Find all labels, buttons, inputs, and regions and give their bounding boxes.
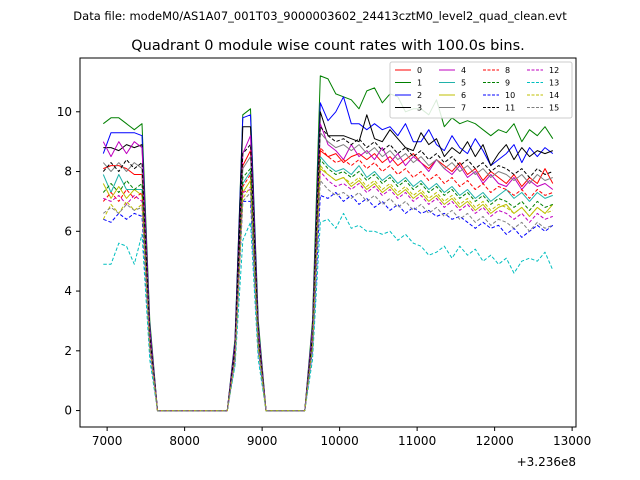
x-offset-label: +3.236e8 [517, 455, 576, 469]
plot-frame [79, 57, 577, 428]
series-line-1 [102, 75, 554, 412]
series-line-8 [102, 147, 553, 412]
y-tick-label: 4 [64, 284, 72, 298]
y-tick-label: 2 [64, 344, 72, 358]
y-tick-label: 10 [57, 105, 72, 119]
x-tick-label: 12000 [476, 434, 514, 448]
y-tick-label: 0 [64, 404, 72, 418]
legend-label-6: 6 [461, 91, 466, 100]
series-line-11 [102, 126, 553, 412]
legend-label-12: 12 [549, 66, 559, 75]
chart-title: Quadrant 0 module wise count rates with … [131, 38, 525, 54]
legend-label-5: 5 [461, 79, 466, 88]
axes-layer: 7000 8000 9000 10000 11000 12000 13000 0 2 4 6 8 10 [57, 105, 592, 448]
legend-label-15: 15 [549, 104, 559, 113]
series-line-13 [103, 212, 554, 412]
legend-label-10: 10 [505, 91, 515, 100]
legend-label-7: 7 [461, 104, 466, 113]
legend-label-4: 4 [461, 66, 466, 75]
legend-label-9: 9 [505, 79, 510, 88]
series-line-9 [102, 159, 553, 412]
suptitle: Data file: modeM0/AS1A07_001T03_90000036… [73, 9, 567, 23]
series-layer [102, 75, 554, 412]
legend-label-1: 1 [417, 79, 422, 88]
x-tick-label: 9000 [247, 434, 278, 448]
series-line-4 [102, 123, 554, 412]
legend-label-0: 0 [417, 66, 422, 75]
x-tick-label: 10000 [321, 434, 359, 448]
x-tick-label: 13000 [553, 434, 591, 448]
legend-label-14: 14 [549, 91, 559, 100]
x-tick-label: 7000 [92, 434, 123, 448]
legend-label-13: 13 [549, 79, 559, 88]
legend-label-11: 11 [505, 104, 515, 113]
legend-label-2: 2 [417, 91, 422, 100]
x-tick-label: 8000 [169, 434, 200, 448]
series-line-14 [102, 165, 553, 412]
x-tick-label: 11000 [398, 434, 436, 448]
y-tick-label: 8 [64, 165, 72, 179]
series-line-15 [102, 180, 553, 412]
legend-label-3: 3 [417, 104, 422, 113]
y-tick-label: 6 [64, 224, 72, 238]
legend-box [389, 61, 573, 119]
series-line-10 [103, 192, 554, 412]
legend-label-8: 8 [505, 66, 510, 75]
series-line-5 [102, 156, 553, 412]
